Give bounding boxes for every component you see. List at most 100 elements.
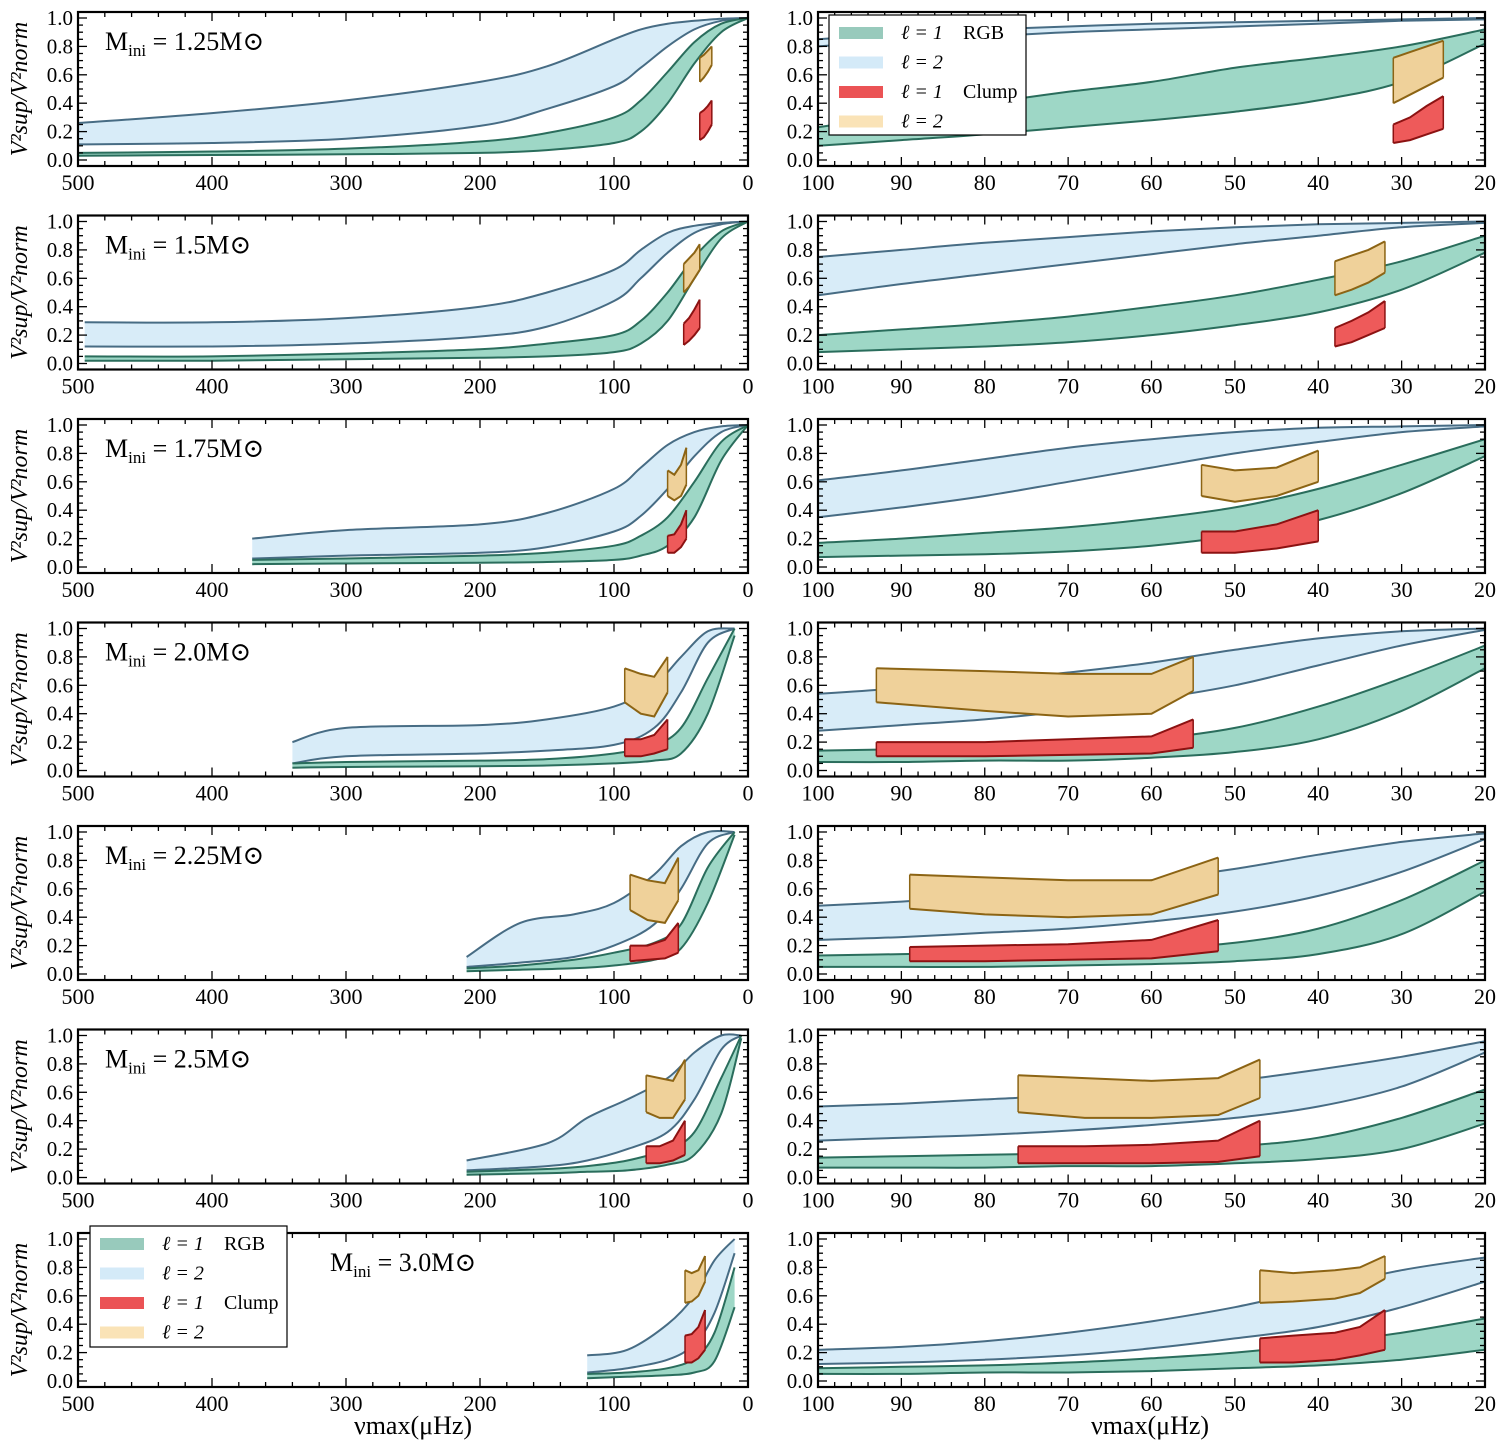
clump-l1-edges bbox=[1017, 1120, 1261, 1164]
legend-swatch bbox=[100, 1267, 144, 1280]
x-tick-label: 300 bbox=[330, 1188, 363, 1213]
panel-10: 100 90 80 70 60 50 40 30 20 0.0 0.2 0.4 0.6 0.8 1.0 bbox=[787, 820, 1496, 1009]
plot-area bbox=[587, 1238, 736, 1380]
y-tick-label: 0.0 bbox=[787, 148, 813, 172]
clump-l2-band bbox=[667, 447, 687, 501]
clump-l1-upper-line bbox=[684, 1309, 707, 1337]
y-tick-label: 1.0 bbox=[47, 413, 73, 437]
y-tick-label: 0.2 bbox=[787, 1341, 813, 1365]
y-tick-label: 0.6 bbox=[47, 1080, 73, 1104]
y-tick-label: 0.4 bbox=[787, 702, 814, 726]
x-tick-label: 80 bbox=[974, 1188, 996, 1213]
y-tick-label: 0.8 bbox=[47, 238, 73, 262]
x-tick-label: 100 bbox=[598, 781, 631, 806]
legend-group: RGB bbox=[224, 1233, 265, 1255]
rgb-l1-lower-line bbox=[818, 455, 1485, 559]
x-tick-label: 50 bbox=[1224, 374, 1246, 399]
x-tick-label: 200 bbox=[464, 374, 497, 399]
clump-l2-band bbox=[630, 857, 679, 923]
rgb-l1-lower-line bbox=[818, 667, 1485, 764]
clump-l2-lower-line bbox=[876, 690, 1194, 718]
clump-l2-upper-line bbox=[682, 243, 701, 265]
y-tick-label: 0.6 bbox=[787, 266, 813, 290]
y-tick-label: 0.2 bbox=[787, 1137, 813, 1161]
rgb-l2-upper-line bbox=[84, 220, 748, 324]
y-tick-label: 0.6 bbox=[787, 1080, 813, 1104]
clump-l2-lower-line bbox=[1018, 1097, 1261, 1119]
rgb-l1-upper-line bbox=[587, 1267, 736, 1375]
y-tick-label: 0.8 bbox=[787, 34, 813, 58]
clump-l1-lower-line bbox=[1393, 127, 1444, 144]
rgb-l2-band bbox=[466, 830, 735, 967]
y-tick-label: 0.0 bbox=[47, 555, 73, 579]
x-tick-label: 20 bbox=[1474, 984, 1496, 1009]
clump-l1-upper-line bbox=[1201, 509, 1319, 533]
rgb-l1-lower-line bbox=[466, 834, 736, 973]
x-tick-label: 30 bbox=[1391, 1188, 1413, 1213]
y-tick-label: 0.4 bbox=[47, 91, 74, 115]
rgb-l1-upper-line bbox=[78, 17, 748, 154]
x-tick-label: 40 bbox=[1307, 374, 1329, 399]
rgb-l1-upper-line bbox=[818, 438, 1485, 544]
legend-swatch bbox=[839, 86, 883, 98]
legend-group: RGB bbox=[963, 22, 1004, 44]
y-tick-label: 0.2 bbox=[47, 120, 73, 144]
rgb-l2-upper-line bbox=[818, 220, 1485, 258]
clump-l1-upper-line bbox=[667, 509, 688, 537]
clump-l2-band bbox=[1018, 1059, 1260, 1118]
clump-l1-edges bbox=[1200, 510, 1319, 553]
x-tick-label: 80 bbox=[974, 170, 996, 195]
y-tick-label: 0.6 bbox=[47, 877, 73, 901]
x-tick-label: 40 bbox=[1307, 781, 1329, 806]
y-tick-label: 0.8 bbox=[787, 1255, 813, 1279]
panel-3: 500 400 300 200 100 0 0.0 0.2 0.4 0.6 0.8 1.0 V²sup/… bbox=[7, 210, 754, 399]
y-axis-label: V²sup/V²norm bbox=[7, 836, 33, 970]
clump-l2-band bbox=[1334, 241, 1385, 296]
clump-l2-upper-line bbox=[645, 1059, 686, 1083]
y-tick-label: 0.0 bbox=[787, 962, 813, 986]
x-tick-label: 200 bbox=[464, 781, 497, 806]
y-tick-label: 0.2 bbox=[47, 527, 73, 551]
y-tick-label: 0.6 bbox=[47, 1284, 73, 1308]
x-tick-label: 100 bbox=[598, 374, 631, 399]
clump-l1-edges bbox=[1392, 96, 1445, 143]
rgb-l1-lower-line bbox=[818, 42, 1485, 147]
clump-l1-edges bbox=[629, 922, 680, 962]
x-tick-label: 60 bbox=[1141, 577, 1163, 602]
y-tick-label: 0.6 bbox=[47, 63, 73, 87]
panel-9: 500 400 300 200 100 0 0.0 0.2 0.4 0.6 0.8 1.0 V²sup/… bbox=[7, 820, 754, 1009]
legend-label: ℓ = 2 bbox=[901, 111, 943, 133]
rgb-l2-lower-line bbox=[818, 838, 1485, 941]
y-tick-label: 0.2 bbox=[47, 1137, 73, 1161]
mass-label: Mini = 3.0M⊙ bbox=[330, 1248, 476, 1281]
clump-l1-edges bbox=[1334, 301, 1386, 347]
y-axis-label: V²sup/V²norm bbox=[7, 632, 33, 766]
y-tick-label: 1.0 bbox=[787, 6, 813, 30]
plot-area bbox=[818, 220, 1485, 354]
legend-swatch bbox=[100, 1238, 144, 1250]
clump-l2-band bbox=[876, 656, 1194, 717]
x-tick-label: 40 bbox=[1307, 1188, 1329, 1213]
y-tick-label: 0.0 bbox=[787, 1369, 813, 1393]
plot-area bbox=[818, 832, 1485, 968]
rgb-l1-band bbox=[818, 860, 1485, 967]
y-tick-label: 0.8 bbox=[47, 645, 73, 669]
y-tick-label: 0.0 bbox=[47, 352, 73, 376]
y-tick-label: 1.0 bbox=[787, 1024, 813, 1048]
y-tick-label: 0.4 bbox=[47, 1109, 74, 1133]
x-tick-label: 50 bbox=[1224, 170, 1246, 195]
y-tick-label: 1.0 bbox=[787, 820, 813, 844]
clump-l2-upper-line bbox=[1259, 1255, 1386, 1275]
rgb-l2-lower-line bbox=[818, 221, 1485, 297]
y-tick-label: 0.0 bbox=[787, 555, 813, 579]
rgb-l2-band bbox=[818, 221, 1485, 296]
x-tick-label: 300 bbox=[330, 170, 363, 195]
x-tick-label: 100 bbox=[598, 1188, 631, 1213]
y-tick-label: 1.0 bbox=[787, 617, 813, 641]
clump-l2-band bbox=[1393, 40, 1444, 104]
x-tick-label: 500 bbox=[62, 374, 95, 399]
clump-l2-edges bbox=[699, 46, 713, 82]
clump-l1-upper-line bbox=[876, 718, 1194, 744]
y-tick-label: 1.0 bbox=[47, 820, 73, 844]
clump-l1-upper-line bbox=[909, 919, 1219, 948]
